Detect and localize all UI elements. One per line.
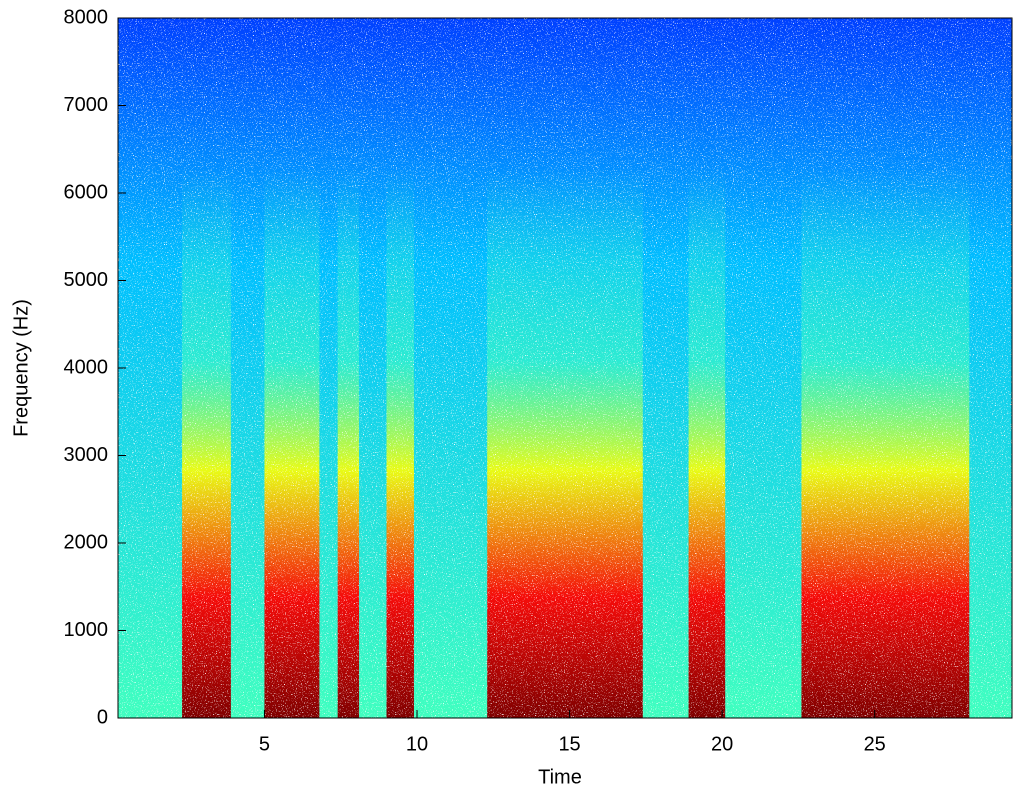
x-axis-label: Time [538,766,582,788]
x-tick-label: 20 [711,733,733,755]
y-tick-label: 5000 [64,269,109,291]
y-tick-label: 2000 [64,531,109,553]
y-tick-label: 0 [97,706,108,728]
y-tick-label: 6000 [64,181,109,203]
y-tick-label: 4000 [64,356,109,378]
y-tick-label: 8000 [64,6,109,28]
y-tick-label: 1000 [64,619,109,641]
x-tick-label: 5 [259,733,270,755]
x-tick-label: 25 [864,733,886,755]
x-tick-label: 15 [558,733,580,755]
noise-speckle [118,18,1012,718]
y-tick-label: 3000 [64,444,109,466]
x-tick-label: 10 [406,733,428,755]
y-tick-label: 7000 [64,94,109,116]
y-axis-label: Frequency (Hz) [10,299,32,437]
